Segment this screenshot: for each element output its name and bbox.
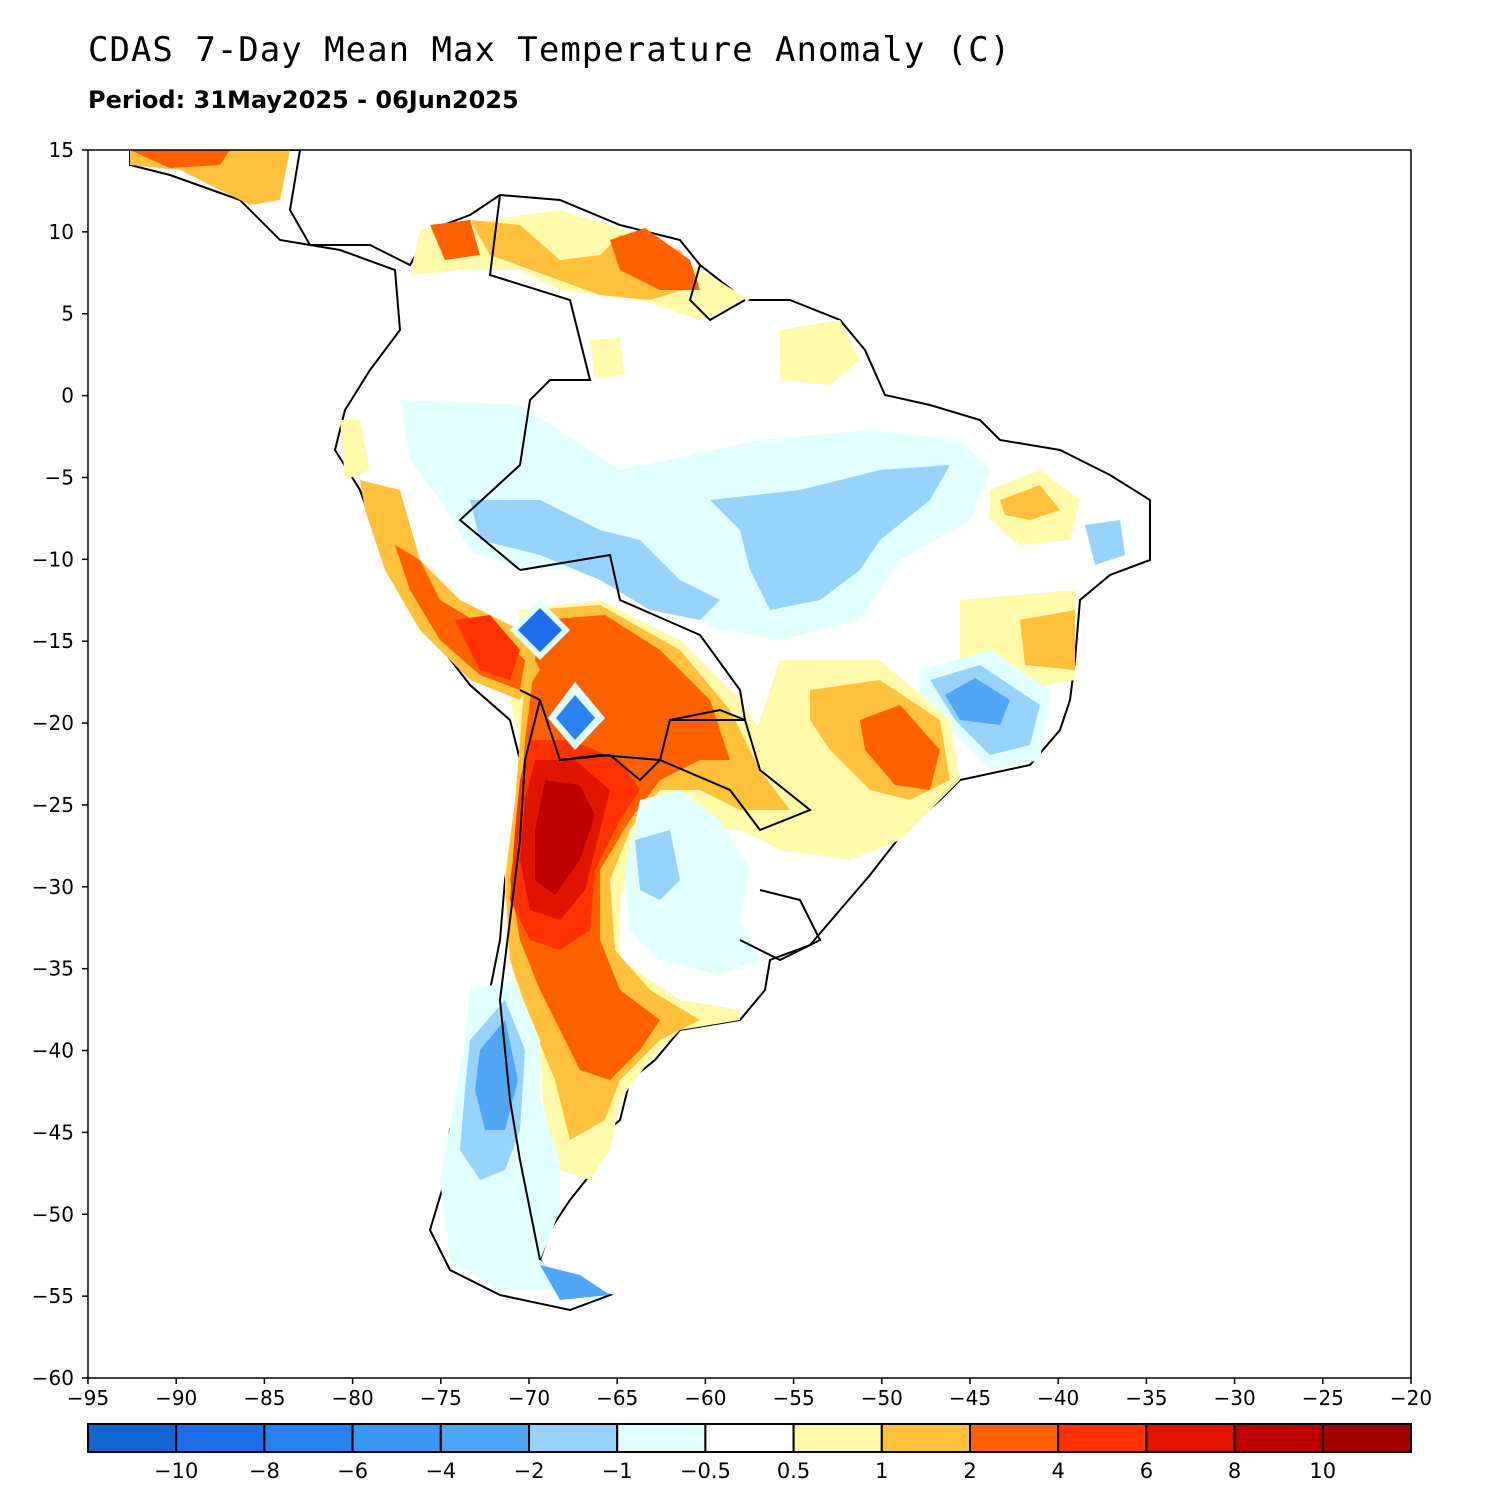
anomaly-area-ecuador-coast: [340, 420, 370, 480]
lat-tick-label: −40: [32, 1039, 74, 1063]
lat-tick-label: −45: [32, 1120, 74, 1144]
lon-tick-label: −35: [1125, 1386, 1167, 1410]
colorbar-swatch: [1233, 1423, 1324, 1453]
lon-tick-label: −20: [1390, 1386, 1432, 1410]
lat-tick-label: −55: [32, 1284, 74, 1308]
anomaly-area-peru-coast-3: [455, 615, 520, 680]
colorbar-label: −6: [337, 1459, 368, 1483]
lon-tick-label: −90: [155, 1386, 197, 1410]
colorbar-label: 1: [875, 1459, 888, 1483]
lon-tick-label: −25: [1302, 1386, 1344, 1410]
lon-tick-label: −30: [1213, 1386, 1255, 1410]
map-content: [129, 150, 1151, 1312]
chart-title: CDAS 7-Day Mean Max Temperature Anomaly …: [88, 30, 1012, 70]
anomaly-area-mexico-south: [130, 150, 230, 168]
colorbar-label: −8: [249, 1459, 280, 1483]
colorbar-swatch: [616, 1423, 707, 1453]
latitude-axis: 15 10 5 0 −5 −10 −15 −20 −25 −30 −35 −40 −45 −50 −55 −6…: [32, 138, 88, 1390]
country-borders: [458, 194, 822, 1261]
colorbar-swatch: [1145, 1423, 1236, 1453]
lat-tick-label: −50: [32, 1202, 74, 1226]
anomaly-fills: [130, 150, 1125, 1300]
lat-tick-label: 5: [61, 302, 74, 326]
lat-tick-label: −5: [45, 465, 74, 489]
lat-tick-label: 15: [49, 138, 74, 162]
anomaly-area-colombia-coast: [430, 220, 480, 260]
colorbar-label: 0.5: [777, 1459, 810, 1483]
lat-tick-label: 0: [61, 384, 74, 408]
lon-tick-label: −70: [508, 1386, 550, 1410]
colorbar-swatch: [263, 1423, 354, 1453]
colorbar-swatch: [1057, 1423, 1148, 1453]
lon-tick-label: −85: [243, 1386, 285, 1410]
map-frame: [87, 149, 1412, 1379]
lat-tick-label: −10: [32, 547, 74, 571]
anomaly-area-tierra-del-fuego-cool: [540, 1265, 610, 1300]
lon-tick-label: −65: [596, 1386, 638, 1410]
colorbar-label: 4: [1052, 1459, 1065, 1483]
lon-tick-label: −55: [772, 1386, 814, 1410]
anomaly-area-bolivia-cool-2: [518, 608, 562, 652]
lat-tick-label: −35: [32, 957, 74, 981]
chart-subtitle: Period: 31May2025 - 06Jun2025: [88, 86, 519, 114]
anomaly-area-amazon-3: [710, 465, 950, 610]
anomaly-area-e-brazil-2: [1020, 610, 1075, 670]
lat-tick-label: −15: [32, 629, 74, 653]
colorbar-label: 10: [1309, 1459, 1336, 1483]
lat-tick-label: 10: [49, 220, 74, 244]
anomaly-area-amazon-2: [470, 500, 720, 620]
lon-tick-label: −40: [1037, 1386, 1079, 1410]
lon-tick-label: −95: [67, 1386, 109, 1410]
colorbar-swatch: [1321, 1423, 1413, 1453]
colorbar-swatch: [880, 1423, 971, 1453]
lat-tick-label: −25: [32, 793, 74, 817]
anomaly-area-bolivia-cool-4: [556, 695, 595, 740]
anomaly-area-guiana: [780, 320, 860, 385]
colorbar-label: 8: [1228, 1459, 1241, 1483]
colorbar-label: 2: [963, 1459, 976, 1483]
colorbar-swatch: [87, 1423, 178, 1453]
colorbar-swatch: [704, 1423, 795, 1453]
anomaly-area-ne-brazil-cool: [1085, 520, 1125, 565]
lat-tick-label: −60: [32, 1366, 74, 1390]
lon-tick-label: −60: [684, 1386, 726, 1410]
colorbar-swatch: [528, 1423, 619, 1453]
lat-tick-label: −30: [32, 875, 74, 899]
colorbar-swatch: [969, 1423, 1060, 1453]
lon-tick-label: −80: [331, 1386, 373, 1410]
lat-tick-label: −20: [32, 711, 74, 735]
colorbar-swatch: [351, 1423, 442, 1453]
anomaly-area-patagonia-cool-3: [475, 1020, 518, 1130]
anomaly-area-chaco-6: [535, 780, 595, 895]
colorbar-swatch: [792, 1423, 883, 1453]
colorbar-swatch: [439, 1423, 530, 1453]
anomaly-area-colombia-south: [590, 338, 625, 378]
anomaly-area-venezuela-3: [610, 228, 700, 290]
lon-tick-label: −50: [861, 1386, 903, 1410]
anomaly-area-ne-brazil-2: [1000, 485, 1060, 520]
lon-tick-label: −45: [949, 1386, 991, 1410]
colorbar-label: −4: [425, 1459, 456, 1483]
colorbar-label: −10: [154, 1459, 198, 1483]
colorbar: −10 −8 −6 −4 −2 −1 −0.5 0.5 1 2 4 6 8 10: [87, 1423, 1413, 1483]
colorbar-label: 6: [1140, 1459, 1153, 1483]
anomaly-area-se-brazil-cool-3: [945, 678, 1010, 725]
anomaly-area-parana-cool-2: [635, 830, 680, 900]
anomaly-area-sao-paulo-3: [860, 705, 940, 790]
colorbar-label: −0.5: [680, 1459, 731, 1483]
colorbar-label: −2: [514, 1459, 545, 1483]
longitude-axis: −95 −90 −85 −80 −75 −70 −65 −60 −55 −50 −45 −40 −35 −…: [67, 1378, 1432, 1410]
lon-tick-label: −75: [420, 1386, 462, 1410]
colorbar-label: −1: [602, 1459, 633, 1483]
colorbar-swatch: [175, 1423, 266, 1453]
